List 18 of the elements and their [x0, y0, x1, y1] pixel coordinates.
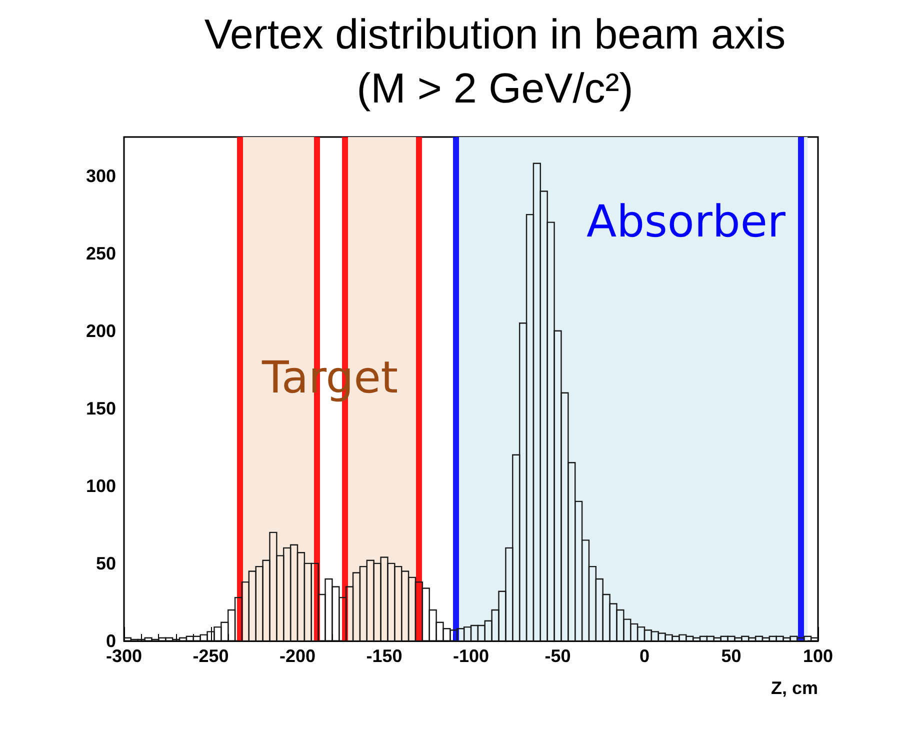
x-tick-label: -150 [366, 646, 402, 666]
y-tick-label: 200 [86, 320, 116, 341]
x-tick-label: -100 [452, 646, 490, 666]
x-tick-label: -50 [544, 646, 571, 666]
y-tick-label: 50 [96, 553, 116, 574]
y-tick-label: 150 [86, 398, 116, 418]
x-tick-label: 0 [639, 646, 650, 666]
y-tick-label: 250 [86, 243, 116, 264]
x-axis-title: Z, cm [770, 678, 818, 698]
x-tick-label: 50 [721, 646, 742, 666]
x-tick-label: -200 [279, 646, 316, 666]
x-tick-label: -250 [192, 646, 229, 666]
annotation: Absorber [586, 196, 786, 248]
y-tick-label: 100 [86, 476, 116, 496]
y-tick-label: 300 [86, 166, 116, 186]
x-tick-label: 100 [802, 646, 834, 666]
chart-subtitle: (M > 2 GeV/c²) [356, 64, 634, 112]
chart-title: Vertex distribution in beam axis [204, 10, 786, 58]
